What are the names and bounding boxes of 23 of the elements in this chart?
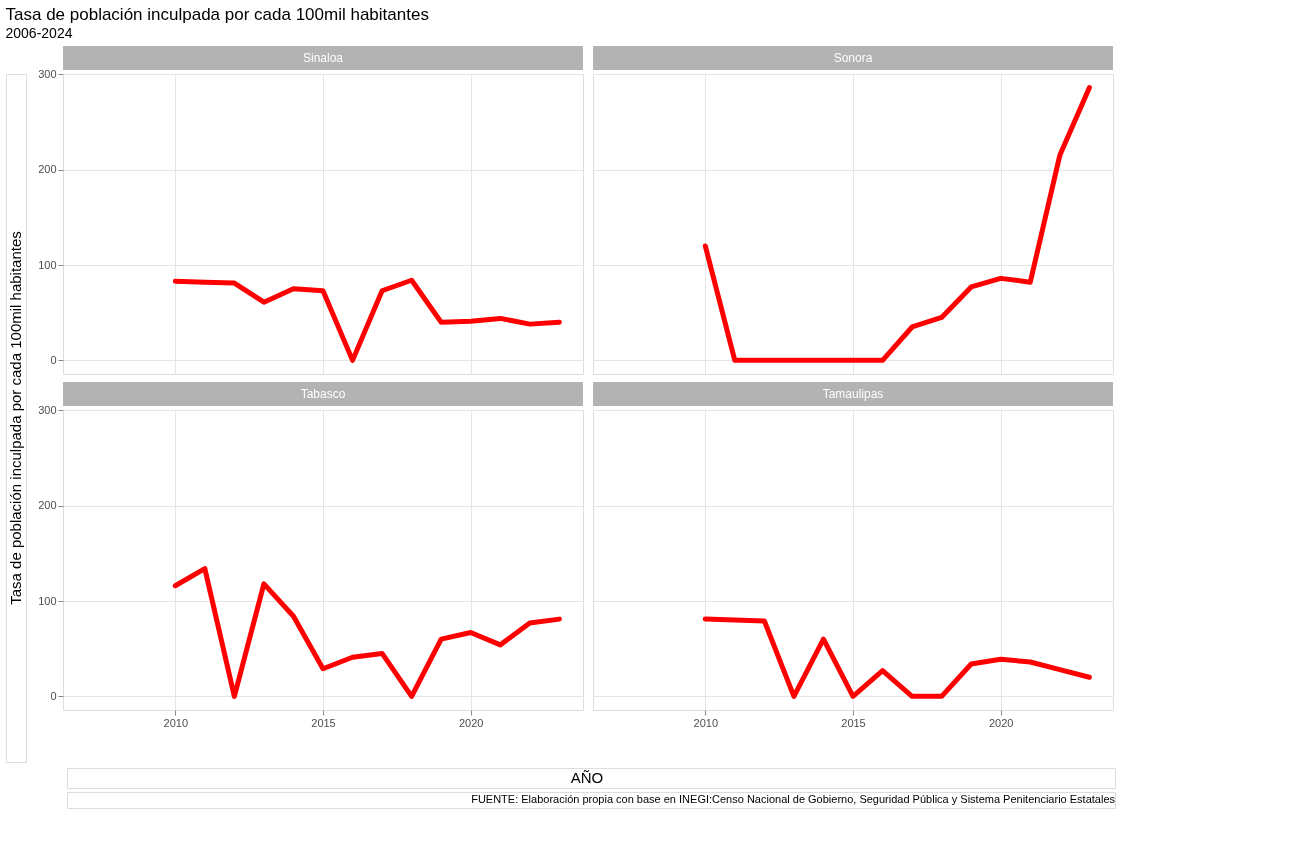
y-tick-label: 300 (38, 403, 57, 416)
x-tick-label: 2020 (458, 716, 484, 729)
chart-title: Tabasco (300, 387, 346, 401)
y-tick-label: 200 (38, 163, 57, 176)
x-tick-label: 2010 (693, 716, 719, 729)
y-axis-title: Tasa de población inculpada por cada 100mil habitantes (7, 231, 24, 605)
y-tick-label: 100 (38, 258, 57, 271)
text: 2006-2024 (5, 24, 73, 41)
x-tick-label: 2015 (841, 716, 866, 729)
x-axis-title: AÑO (570, 769, 604, 786)
y-tick-label: 0 (50, 689, 57, 702)
y-tick-label: 300 (38, 67, 57, 80)
chart-title: Tamaulipas (822, 387, 884, 401)
y-tick-label: 100 (38, 594, 57, 607)
x-tick-label: 2015 (311, 716, 336, 729)
chart-title: Sinaloa (302, 51, 344, 65)
source-note: FUENTE: Elaboración propia con base en INEGI:Censo Nacional de Gobierno, Seguridad Pública y Sistema Penitenciario Estatales (471, 793, 1116, 805)
text: Tasa de población inculpada por cada 100mil habitantes (5, 4, 429, 24)
y-tick-label: 200 (38, 499, 57, 512)
chart-title: Sonora (833, 51, 873, 65)
y-tick-label: 0 (50, 353, 57, 366)
x-tick-label: 2010 (163, 716, 189, 729)
x-tick-label: 2020 (988, 716, 1014, 729)
